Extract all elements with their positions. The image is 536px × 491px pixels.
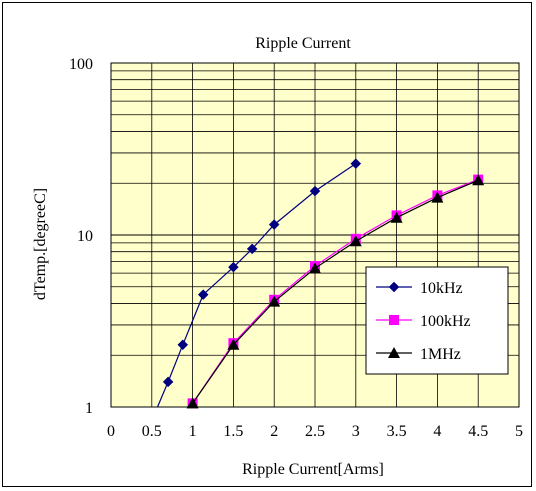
legend-label: 100kHz <box>420 313 471 330</box>
x-tick-label: 3.5 <box>387 423 407 440</box>
x-tick-label: 4 <box>433 423 441 440</box>
legend-marker <box>388 281 400 293</box>
x-axis-label: Ripple Current[Arms] <box>242 461 384 478</box>
data-point <box>268 295 281 307</box>
legend-marker <box>388 347 400 358</box>
series-line <box>192 179 479 404</box>
legend-label: 1MHz <box>420 346 461 363</box>
data-point <box>246 243 258 255</box>
series-10kHz <box>156 158 362 408</box>
data-point <box>227 338 240 350</box>
series-layer <box>156 158 485 409</box>
y-tick-label: 10 <box>77 228 93 245</box>
legend-marker <box>389 315 399 325</box>
y-tick-labels: 1 10 100 <box>69 56 93 417</box>
y-tick-label: 1 <box>85 400 93 417</box>
legend: 10kHz 100kHz 1MHz <box>365 266 509 375</box>
legend-label: 10kHz <box>420 280 463 297</box>
data-point <box>431 191 444 203</box>
x-tick-label: 1 <box>189 423 197 440</box>
x-tick-label: 0 <box>107 423 115 440</box>
y-axis-label: dTemp.[degreeC] <box>32 188 49 300</box>
data-point <box>228 261 239 273</box>
chart-title: Ripple Current <box>255 35 351 52</box>
x-tick-label: 0.5 <box>142 423 162 440</box>
x-tick-label: 4.5 <box>468 423 488 440</box>
series-line <box>192 179 479 404</box>
x-tick-labels: 0 0.5 1 1.5 2 2.5 3 3.5 4 4.5 5 <box>107 423 523 440</box>
x-tick-label: 3 <box>352 423 360 440</box>
data-point <box>309 262 321 274</box>
data-point <box>268 219 280 230</box>
y-tick-label: 100 <box>69 56 93 73</box>
data-point <box>472 174 485 186</box>
data-point <box>309 185 321 197</box>
data-point <box>390 211 403 223</box>
data-point <box>350 158 362 169</box>
data-point <box>349 235 362 247</box>
data-point <box>177 339 189 351</box>
x-tick-label: 5 <box>515 423 523 440</box>
data-point <box>186 397 199 409</box>
data-point <box>197 289 209 301</box>
data-point <box>162 376 174 388</box>
x-tick-label: 2 <box>270 423 278 440</box>
plot-border <box>110 62 520 408</box>
x-tick-label: 2.5 <box>305 423 325 440</box>
series-1MHz <box>186 174 485 409</box>
x-tick-label: 1.5 <box>223 423 243 440</box>
